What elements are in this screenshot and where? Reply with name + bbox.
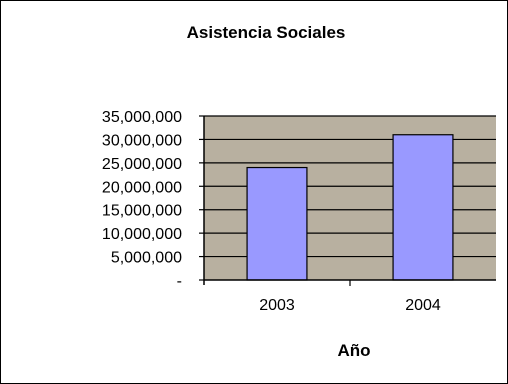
bar-2004 [392, 134, 454, 281]
y-tick-label: - [177, 273, 182, 290]
chart-title: Asistencia Sociales [187, 23, 346, 42]
x-tick-label: 2004 [405, 297, 441, 314]
axes [199, 115, 496, 286]
x-tick-labels: 2003 2004 [259, 297, 441, 314]
y-tick-label: 10,000,000 [102, 226, 182, 243]
y-tick-label: 30,000,000 [102, 132, 182, 149]
y-tick-label: 25,000,000 [102, 156, 182, 173]
y-tick-label: 20,000,000 [102, 179, 182, 196]
x-tick-label: 2003 [259, 297, 295, 314]
y-tick-label: 35,000,000 [102, 109, 182, 126]
x-axis-title: Año [337, 341, 370, 360]
y-tick-label: 15,000,000 [102, 203, 182, 220]
plot-area [199, 115, 496, 286]
y-tick-label: 5,000,000 [111, 250, 182, 267]
bar-2003 [246, 166, 308, 281]
y-axis-title: Millones de $ [39, 155, 58, 262]
y-tick-labels: - 5,000,000 10,000,000 15,000,000 20,000,000… [102, 109, 182, 290]
